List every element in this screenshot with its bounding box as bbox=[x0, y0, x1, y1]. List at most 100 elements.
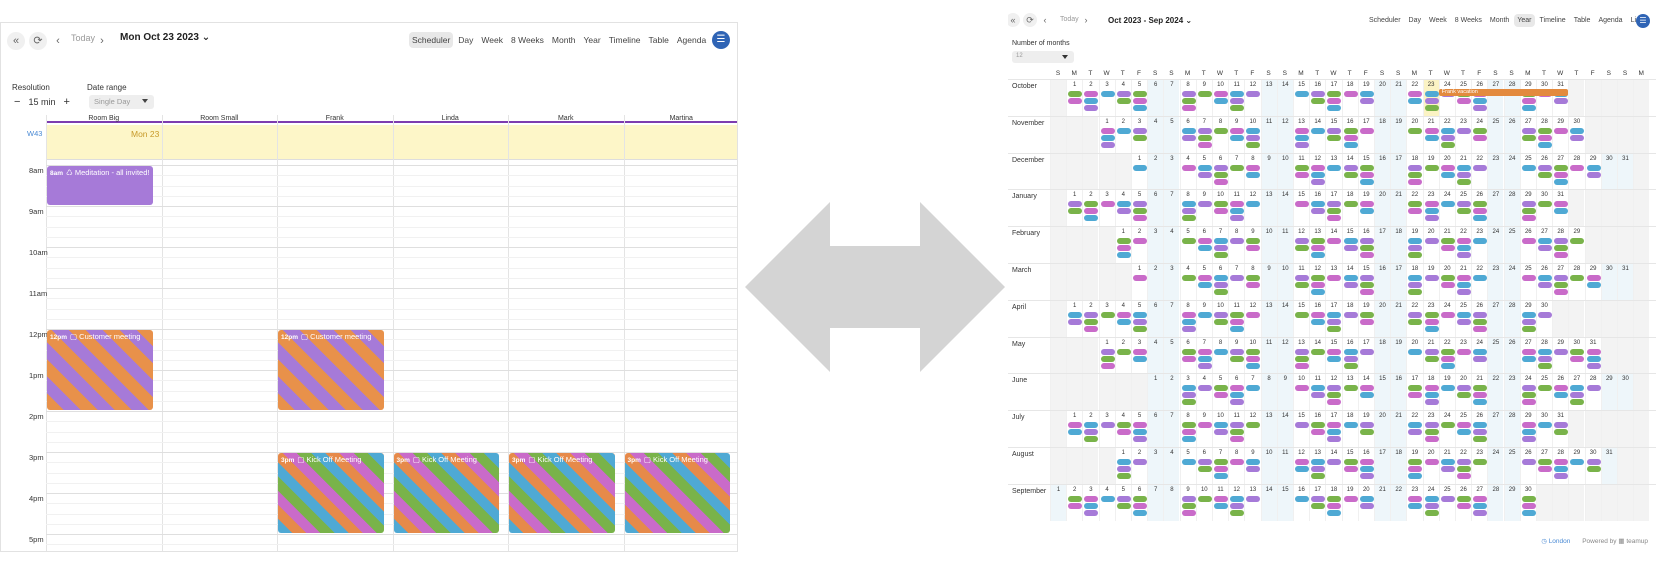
day-cell[interactable]: 3 bbox=[1163, 264, 1180, 300]
event-chip[interactable] bbox=[1554, 164, 1569, 171]
day-cell[interactable]: 29 bbox=[1584, 264, 1601, 300]
day-cell[interactable]: 23 bbox=[1455, 337, 1471, 374]
event-chip[interactable] bbox=[1473, 215, 1488, 222]
event-chip[interactable] bbox=[1554, 201, 1569, 208]
event-chip[interactable] bbox=[1521, 495, 1536, 502]
event-chip[interactable] bbox=[1214, 459, 1228, 465]
day-cell[interactable]: 3 bbox=[1131, 116, 1147, 153]
event-chip[interactable] bbox=[1586, 282, 1601, 288]
event-chip[interactable] bbox=[1424, 509, 1439, 516]
view-tab-table[interactable]: Table bbox=[648, 35, 669, 45]
event-chip[interactable] bbox=[1214, 282, 1228, 288]
event-chip[interactable] bbox=[1586, 348, 1601, 355]
event-chip[interactable] bbox=[1359, 164, 1374, 171]
event-chip[interactable] bbox=[1359, 171, 1374, 178]
day-cell[interactable]: 5 bbox=[1212, 374, 1228, 411]
event-chip[interactable] bbox=[1408, 385, 1423, 392]
day-cell[interactable]: 28 bbox=[1552, 227, 1569, 264]
day-cell[interactable]: 6 bbox=[1179, 116, 1196, 153]
event-chip[interactable] bbox=[1343, 141, 1358, 148]
day-cell[interactable]: 1 bbox=[1098, 337, 1115, 374]
day-cell[interactable]: 16 bbox=[1309, 411, 1326, 448]
view-tab-week[interactable]: Week bbox=[1428, 17, 1447, 24]
event-chip[interactable] bbox=[1311, 422, 1326, 429]
next-chevron-icon[interactable]: › bbox=[100, 35, 104, 47]
event-chip[interactable] bbox=[1408, 466, 1423, 472]
event-chip[interactable] bbox=[1457, 429, 1471, 436]
day-cell[interactable]: 11 bbox=[1260, 337, 1277, 374]
event-chip[interactable] bbox=[1197, 311, 1212, 318]
day-cell[interactable]: 15 bbox=[1293, 411, 1309, 448]
day-cell[interactable]: 10 bbox=[1260, 448, 1277, 484]
calendar-event[interactable]: 8am ♺ Meditation - all invited! bbox=[47, 166, 153, 205]
event-chip[interactable] bbox=[1440, 141, 1455, 148]
event-chip[interactable] bbox=[1311, 282, 1326, 288]
day-cell[interactable]: 29 bbox=[1600, 374, 1617, 411]
event-chip[interactable] bbox=[1116, 502, 1131, 509]
event-chip[interactable] bbox=[1100, 495, 1115, 502]
day-cell[interactable]: 12 bbox=[1244, 411, 1261, 448]
day-cell[interactable]: 6 bbox=[1147, 300, 1164, 337]
event-chip[interactable] bbox=[1359, 311, 1374, 318]
day-cell[interactable]: 8 bbox=[1244, 153, 1261, 190]
event-chip[interactable] bbox=[1230, 275, 1245, 281]
day-cell[interactable]: 12 bbox=[1244, 80, 1261, 116]
event-chip[interactable] bbox=[1327, 134, 1342, 141]
day-cell[interactable]: 18 bbox=[1341, 411, 1358, 448]
event-chip[interactable] bbox=[1473, 502, 1488, 509]
event-chip[interactable] bbox=[1214, 473, 1228, 479]
day-cell[interactable]: 14 bbox=[1341, 264, 1358, 300]
day-cell[interactable]: 10 bbox=[1244, 116, 1261, 153]
day-cell[interactable]: 4 bbox=[1114, 411, 1131, 448]
event-chip[interactable] bbox=[1246, 348, 1261, 355]
event-chip[interactable] bbox=[1440, 245, 1455, 252]
day-cell[interactable]: 26 bbox=[1471, 80, 1488, 116]
event-chip[interactable] bbox=[1084, 98, 1099, 104]
day-cell[interactable]: 8 bbox=[1179, 80, 1196, 116]
event-chip[interactable] bbox=[1084, 201, 1099, 208]
day-cell[interactable]: 11 bbox=[1228, 190, 1245, 227]
day-cell[interactable]: 25 bbox=[1503, 227, 1520, 264]
event-chip[interactable] bbox=[1327, 91, 1342, 97]
day-cell[interactable]: 28 bbox=[1552, 448, 1569, 484]
day-cell[interactable]: 27 bbox=[1487, 80, 1504, 116]
day-cell[interactable]: 14 bbox=[1276, 300, 1293, 337]
event-chip[interactable] bbox=[1538, 355, 1552, 362]
day-cell[interactable]: 11 bbox=[1228, 80, 1245, 116]
day-cell[interactable]: 10 bbox=[1293, 374, 1309, 411]
day-cell[interactable]: 20 bbox=[1422, 227, 1439, 264]
day-cell[interactable]: 2 bbox=[1082, 300, 1099, 337]
event-chip[interactable] bbox=[1586, 459, 1601, 465]
event-chip[interactable] bbox=[1133, 311, 1147, 318]
event-chip[interactable] bbox=[1408, 252, 1423, 259]
day-cell[interactable]: 9 bbox=[1228, 337, 1245, 374]
event-chip[interactable] bbox=[1473, 311, 1488, 318]
event-chip[interactable] bbox=[1554, 348, 1569, 355]
day-cell[interactable]: 3 bbox=[1098, 411, 1115, 448]
event-chip[interactable] bbox=[1246, 362, 1261, 369]
day-cell[interactable]: 15 bbox=[1357, 264, 1374, 300]
event-chip[interactable] bbox=[1100, 355, 1115, 362]
event-chip[interactable] bbox=[1133, 134, 1147, 141]
day-cell[interactable]: 6 bbox=[1179, 337, 1196, 374]
day-cell[interactable]: 9 bbox=[1260, 153, 1277, 190]
refresh-icon[interactable]: ⟳ bbox=[1023, 13, 1037, 27]
event-chip[interactable] bbox=[1214, 385, 1228, 392]
event-chip[interactable] bbox=[1327, 311, 1342, 318]
event-chip[interactable] bbox=[1473, 275, 1488, 281]
event-chip[interactable] bbox=[1197, 201, 1212, 208]
day-cell[interactable]: 23 bbox=[1406, 484, 1423, 521]
event-chip[interactable] bbox=[1327, 355, 1342, 362]
event-chip[interactable] bbox=[1295, 171, 1309, 178]
day-cell[interactable]: 13 bbox=[1260, 190, 1277, 227]
event-chip[interactable] bbox=[1133, 208, 1147, 215]
day-cell[interactable]: 15 bbox=[1293, 80, 1309, 116]
event-chip[interactable] bbox=[1295, 201, 1309, 208]
event-chip[interactable] bbox=[1327, 429, 1342, 436]
day-cell[interactable]: 7 bbox=[1163, 300, 1180, 337]
day-cell[interactable]: 30 bbox=[1617, 374, 1633, 411]
day-cell[interactable]: 10 bbox=[1244, 337, 1261, 374]
event-chip[interactable] bbox=[1295, 91, 1309, 97]
day-cell[interactable]: 17 bbox=[1390, 264, 1407, 300]
event-chip[interactable] bbox=[1408, 91, 1423, 97]
